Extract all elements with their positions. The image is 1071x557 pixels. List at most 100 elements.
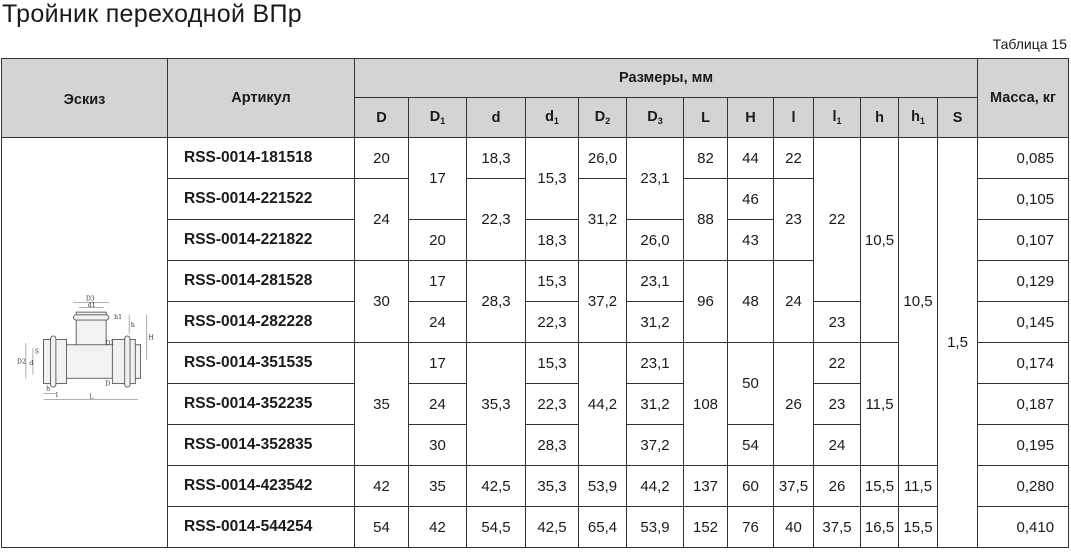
dim-cell-L: 96: [683, 260, 728, 343]
dim-cell-D1: 35: [408, 465, 467, 507]
dim-cell-L: 108: [683, 342, 728, 466]
dim-cell-D1: 17: [408, 137, 467, 220]
mass-cell: 0,105: [977, 178, 1070, 220]
sketch-label: D3: [85, 295, 94, 302]
dim-cell-L: 152: [683, 506, 728, 548]
article-cell: RSS-0014-221822: [167, 219, 355, 261]
specification-table: Эскиз Артикул Размеры, мм Масса, кг D D1 d…: [1, 58, 1070, 548]
mass-cell: 0,085: [977, 137, 1070, 179]
table-row: RSS-0014-282228 24 22,3 31,2 23 0,145: [2, 301, 1070, 343]
header-dim-D: D: [354, 97, 409, 138]
header-article: Артикул: [167, 58, 355, 138]
mass-cell: 0,174: [977, 342, 1070, 384]
table-row: RSS-0014-352835 30 28,3 37,2 54 24 0,195: [2, 424, 1070, 466]
dim-cell-D2: 44,2: [578, 342, 627, 466]
dim-label: D: [429, 109, 441, 125]
dim-subscript: 3: [657, 116, 663, 126]
dim-cell-D3: 31,2: [626, 301, 684, 343]
dim-label: d: [491, 109, 501, 126]
dim-cell-H: 54: [727, 424, 774, 466]
header-dim-l: l: [773, 97, 814, 138]
dim-cell-D1: 24: [408, 301, 467, 343]
dim-cell-D1: 42: [408, 506, 467, 548]
article-cell: RSS-0014-351535: [167, 342, 355, 384]
dim-subscript: 1: [440, 116, 446, 126]
dim-cell-l: 40: [773, 506, 814, 548]
table-row: RSS-0014-351535 35 17 35,3 15,3 44,2 23,1 108 50…: [2, 342, 1070, 466]
dim-cell-D: 24: [354, 178, 409, 261]
dim-cell-D1: 17: [408, 342, 467, 384]
sketch-label: D1: [105, 339, 114, 346]
dim-subscript: 2: [605, 116, 611, 126]
sketch-cell: D3 d1 h1 h H D1 D2 d S D h l L: [1, 137, 168, 548]
dim-cell-S: 1,5: [936, 137, 979, 548]
mass-cell: 0,280: [977, 465, 1070, 507]
dim-cell-H: 50: [727, 342, 774, 425]
dim-cell-D: 20: [354, 137, 409, 179]
dim-cell-D: 54: [354, 506, 409, 548]
dim-cell-l1: 22: [813, 137, 861, 302]
dim-cell-D3: 31,2: [626, 383, 684, 425]
dim-subscript: 1: [553, 116, 559, 126]
dim-cell-D1: 20: [408, 219, 467, 261]
dim-cell-d: 22,3: [466, 178, 526, 261]
dim-cell-d: 28,3: [466, 260, 526, 343]
sketch-label: d1: [87, 301, 95, 308]
table-number: Таблица 15: [992, 36, 1067, 52]
dim-cell-l1: 23: [813, 383, 861, 425]
dim-cell-d1: 35,3: [525, 465, 579, 507]
dim-cell-D2: 65,4: [578, 506, 627, 548]
table-row: RSS-0014-221822 20 18,3 26,0 43 0,107: [2, 219, 1070, 261]
header-dim-D1: D1: [408, 97, 467, 138]
sketch-label: S: [34, 348, 38, 355]
dim-cell-H: 60: [727, 465, 774, 507]
header-dim-h1: h1: [898, 97, 938, 138]
dim-cell-H: 46: [727, 178, 774, 220]
table-row: RSS-0014-352235 24 22,3 31,2 23 0,187: [2, 383, 1070, 425]
sketch-label: L: [89, 393, 93, 400]
dim-cell-D2: 31,2: [578, 178, 627, 261]
dim-cell-h1: 10,5: [898, 137, 938, 466]
dim-cell-l1: 22: [813, 342, 861, 384]
sketch-label: H: [148, 334, 154, 341]
dim-cell-d1: 28,3: [525, 424, 579, 466]
article-cell: RSS-0014-352235: [167, 383, 355, 425]
table-row: RSS-0014-544254 54 42 54,5 42,5 65,4 53,9 152 76…: [2, 506, 1070, 548]
dim-label: l: [832, 109, 837, 125]
dim-cell-D: 30: [354, 260, 409, 343]
sketch-label: D2: [17, 358, 26, 365]
header-dim-l1: l1: [813, 97, 861, 138]
header-dim-d: d: [466, 97, 526, 138]
dim-cell-D2: 53,9: [578, 465, 627, 507]
dim-cell-D1: 24: [408, 383, 467, 425]
header-dim-D2: D2: [578, 97, 627, 138]
page-title: Тройник переходной ВПр: [2, 0, 302, 28]
mass-cell: 0,107: [977, 219, 1070, 261]
sketch-label: l: [55, 391, 57, 398]
dim-cell-h1: 15,5: [898, 506, 938, 548]
dim-cell-d: 42,5: [466, 465, 526, 507]
dim-cell-h1: 11,5: [898, 465, 938, 507]
header-dim-H: H: [727, 97, 774, 138]
dim-cell-d1: 18,3: [525, 219, 579, 261]
header-mass: Масса, кг: [977, 58, 1070, 138]
dim-cell-D3: 23,1: [626, 342, 684, 384]
dim-label: d: [545, 109, 554, 125]
header-dim-h: h: [860, 97, 899, 138]
dim-cell-h: 10,5: [860, 137, 899, 343]
dim-cell-d: 54,5: [466, 506, 526, 548]
header-sketch: Эскиз: [1, 58, 168, 138]
dim-cell-l1: 24: [813, 424, 861, 466]
dim-cell-D3: 53,9: [626, 506, 684, 548]
dim-cell-d: 35,3: [466, 342, 526, 466]
dim-label: S: [952, 109, 963, 126]
dim-cell-H: 44: [727, 137, 774, 179]
dim-cell-D2: 26,0: [578, 137, 627, 179]
sketch-label: h: [130, 322, 134, 329]
dim-subscript: 1: [919, 116, 925, 126]
mass-cell: 0,129: [977, 260, 1070, 302]
header-dim-D3: D3: [626, 97, 684, 138]
dim-cell-D3: 23,1: [626, 137, 684, 220]
dim-cell-d1: 15,3: [525, 342, 579, 384]
article-cell: RSS-0014-221522: [167, 178, 355, 220]
